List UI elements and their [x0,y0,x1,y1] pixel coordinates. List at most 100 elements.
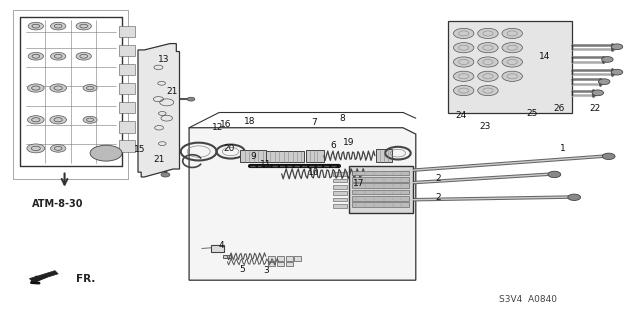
Circle shape [50,84,67,92]
Bar [352,183,410,188]
Text: 21: 21 [154,155,164,164]
Circle shape [502,57,522,67]
Circle shape [51,52,66,60]
Circle shape [502,71,522,81]
Text: 1: 1 [560,144,566,153]
Circle shape [477,43,498,53]
Circle shape [83,85,97,92]
Circle shape [502,28,522,39]
Text: 17: 17 [353,179,364,188]
Text: ATM-8-30: ATM-8-30 [33,199,84,209]
Circle shape [454,57,474,67]
Bar [223,255,230,258]
Bar [333,191,348,195]
Circle shape [161,173,170,177]
Bar [266,151,304,162]
Text: 23: 23 [479,122,490,131]
Bar [119,102,135,114]
Bar [352,177,410,182]
Circle shape [477,71,498,81]
Circle shape [454,43,474,53]
Bar [119,26,135,37]
Circle shape [611,69,623,75]
Circle shape [28,52,44,60]
Polygon shape [189,128,416,280]
Circle shape [602,153,615,160]
Text: 19: 19 [343,137,355,146]
Text: 6: 6 [330,141,335,150]
Circle shape [548,171,561,178]
Bar [285,262,292,266]
Polygon shape [138,44,179,177]
Circle shape [51,22,66,30]
Text: S3V4  A0840: S3V4 A0840 [499,295,557,304]
Bar [119,45,135,56]
Bar [352,202,410,207]
Bar [119,64,135,75]
Circle shape [602,56,613,62]
Bar [285,256,292,261]
Text: 16: 16 [220,120,231,129]
Circle shape [76,52,92,60]
Polygon shape [29,271,58,282]
Text: 21: 21 [166,87,177,96]
Bar [448,21,572,114]
Text: 9: 9 [250,152,256,161]
Circle shape [568,194,580,200]
Bar [352,196,410,201]
Text: 7: 7 [311,118,317,128]
Text: 2: 2 [435,174,441,183]
Bar [333,185,348,189]
Bar [268,256,275,261]
Circle shape [592,90,604,96]
Text: 5: 5 [239,264,245,274]
Circle shape [76,22,92,30]
Bar [352,171,410,175]
Circle shape [27,144,45,153]
Text: 3: 3 [263,266,269,275]
Circle shape [187,97,195,101]
Circle shape [477,57,498,67]
Text: 10: 10 [308,168,319,177]
Bar [333,172,348,176]
Bar [240,150,266,162]
Bar [333,204,348,208]
Circle shape [28,22,44,30]
Circle shape [90,145,122,161]
Bar [13,10,129,179]
Text: 24: 24 [455,111,466,120]
Bar [352,190,410,195]
Bar [276,256,284,261]
Circle shape [51,145,66,152]
Bar [211,245,224,252]
Bar [333,179,348,182]
Text: 18: 18 [244,117,255,126]
Text: 8: 8 [339,114,345,123]
Circle shape [28,84,44,92]
Circle shape [454,71,474,81]
Text: 26: 26 [554,104,565,113]
Bar [119,140,135,152]
Circle shape [83,116,97,123]
Bar [349,166,413,213]
Bar [268,262,275,266]
Circle shape [454,85,474,96]
Circle shape [477,28,498,39]
Text: 14: 14 [539,52,550,61]
Bar [276,262,284,266]
Text: 13: 13 [158,55,170,64]
Bar [119,83,135,94]
Text: FR.: FR. [76,274,95,284]
Text: 20: 20 [223,144,235,153]
Circle shape [598,79,610,85]
Text: 12: 12 [212,123,223,132]
Bar [306,150,324,162]
Text: 11: 11 [260,160,271,169]
Bar [333,197,348,201]
Text: 2: 2 [435,193,441,202]
Circle shape [611,44,623,50]
Text: 22: 22 [589,104,600,113]
Circle shape [454,28,474,39]
Bar [294,256,301,261]
Circle shape [50,116,67,124]
